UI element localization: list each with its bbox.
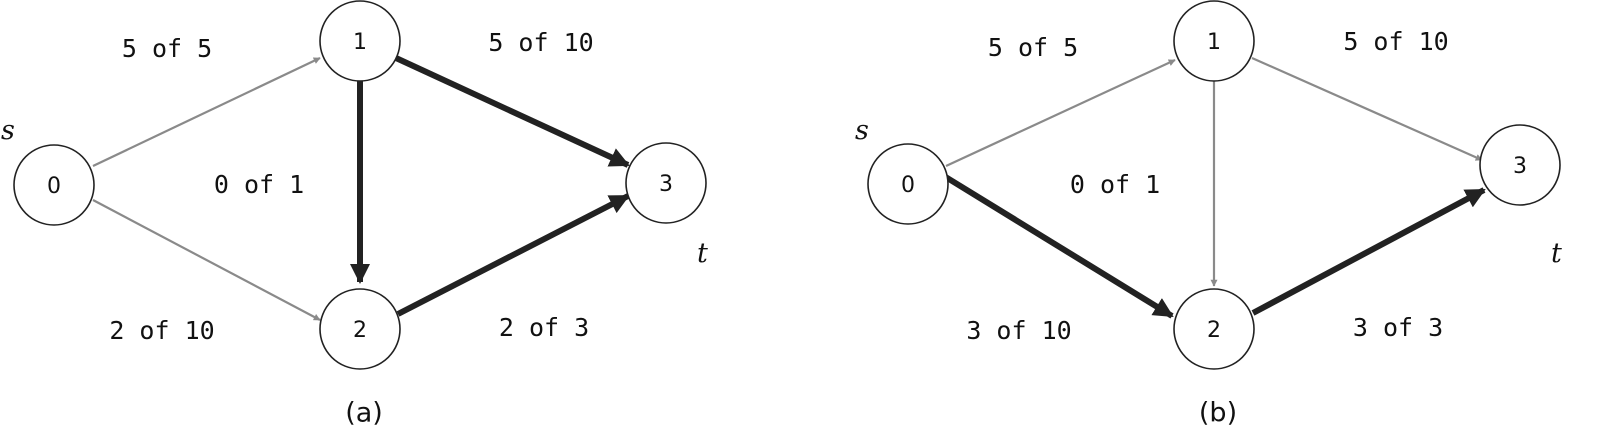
edge-a-0-1 <box>92 57 321 167</box>
edge-b-1-3 <box>1251 56 1483 162</box>
caption-b: (b) <box>1199 398 1237 429</box>
edge-label-b-2-3: 3 of 3 <box>1353 313 1443 342</box>
node-b-0: 0 <box>867 143 949 225</box>
node-a-1: 1 <box>319 0 401 82</box>
panel-b: 5 of 5 3 of 10 0 of 1 5 of 10 3 of 3 0 1… <box>855 0 1562 429</box>
panel-a-edges <box>92 55 630 321</box>
edge-a-2-3 <box>396 193 630 317</box>
source-label-a: s <box>1 115 15 146</box>
edge-label-b-0-2: 3 of 10 <box>966 316 1071 345</box>
edge-label-a-1-3: 5 of 10 <box>488 28 593 57</box>
edge-label-a-2-3: 2 of 3 <box>499 313 589 342</box>
edge-label-a-0-2: 2 of 10 <box>109 316 214 345</box>
panel-b-edges <box>942 56 1486 319</box>
node-a-2-label: 2 <box>353 318 367 343</box>
edge-a-0-2 <box>92 199 321 321</box>
edge-a-1-3 <box>394 55 630 168</box>
node-b-1: 1 <box>1173 0 1255 82</box>
edge-label-a-1-2: 0 of 1 <box>214 170 304 199</box>
edge-b-0-2 <box>942 173 1174 319</box>
node-b-2-label: 2 <box>1207 318 1221 343</box>
node-a-3-label: 3 <box>659 172 673 197</box>
node-a-3: 3 <box>625 142 707 224</box>
sink-label-b: t <box>1551 238 1562 269</box>
edge-b-0-1 <box>945 59 1176 167</box>
edge-label-a-0-1: 5 of 5 <box>122 34 212 63</box>
caption-a: (a) <box>345 398 383 429</box>
panel-a: 5 of 5 2 of 10 0 of 1 5 of 10 2 of 3 0 1… <box>1 0 708 429</box>
node-a-1-label: 1 <box>353 30 367 55</box>
node-a-0: 0 <box>13 144 95 226</box>
node-b-3: 3 <box>1479 124 1561 206</box>
node-a-0-label: 0 <box>47 174 61 199</box>
edge-label-b-0-1: 5 of 5 <box>988 33 1078 62</box>
node-b-3-label: 3 <box>1513 154 1527 179</box>
sink-label-a: t <box>697 238 708 269</box>
node-b-0-label: 0 <box>901 173 915 198</box>
edge-label-b-1-3: 5 of 10 <box>1343 27 1448 56</box>
edge-b-2-3 <box>1251 187 1486 316</box>
node-b-1-label: 1 <box>1207 30 1221 55</box>
source-label-b: s <box>855 115 869 146</box>
edge-label-b-1-2: 0 of 1 <box>1070 170 1160 199</box>
node-a-2: 2 <box>319 288 401 370</box>
node-b-2: 2 <box>1173 288 1255 370</box>
